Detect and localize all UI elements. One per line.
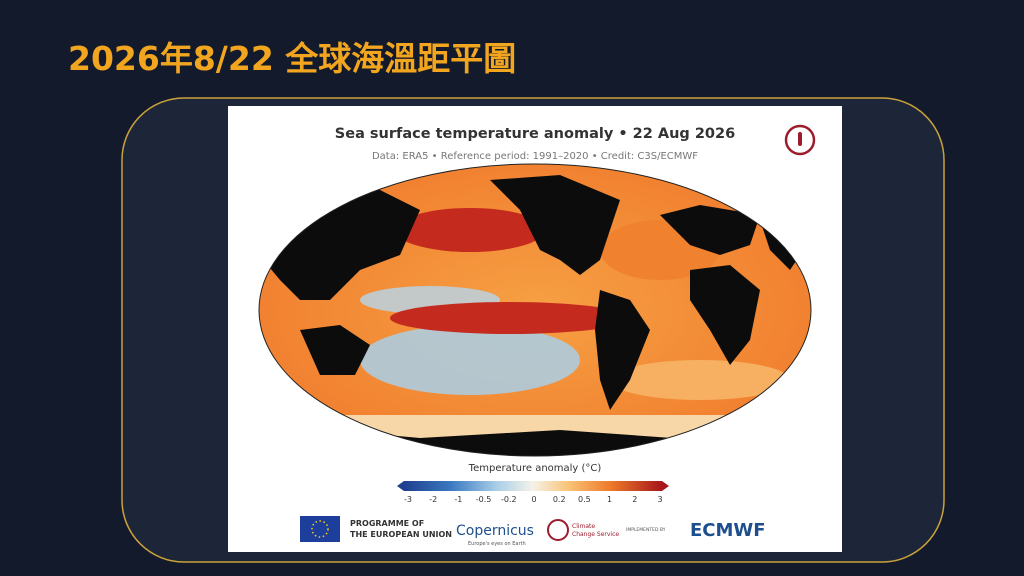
figure-subtitle: Data: ERA5 • Reference period: 1991–2020…	[372, 151, 698, 162]
c3s-text: Climate	[572, 523, 595, 530]
ecmwf-text: ECMWF	[690, 520, 766, 541]
colorbar-tick-label: -1	[454, 495, 462, 504]
copernicus-logo: Copernicus Europe's eyes on Earth	[456, 523, 534, 547]
slide-title: 2026年8/22 全球海溫距平圖	[68, 39, 516, 78]
map-outline	[258, 163, 812, 457]
legend-title: Temperature anomaly (°C)	[468, 463, 602, 474]
c3s-text: Change Service	[572, 531, 619, 538]
colorbar-tick-label: -3	[404, 495, 412, 504]
eu-logo: PROGRAMME OF THE EUROPEAN UNION	[300, 516, 452, 542]
colorbar-tick-label: 1	[607, 495, 612, 504]
colorbar-arrow-high	[662, 481, 669, 491]
colorbar-tick-label: 0.2	[553, 495, 566, 504]
copernicus-text: Copernicus	[456, 523, 534, 539]
colorbar-tick-label: -0.2	[501, 495, 517, 504]
ecmwf-label: IMPLEMENTED BY	[626, 527, 666, 533]
figure-title: Sea surface temperature anomaly • 22 Aug…	[335, 126, 735, 142]
colorbar-tick-label: 0	[531, 495, 536, 504]
colorbar-arrow-low	[397, 481, 404, 491]
colorbar-ticks: -3 -2 -1 -0.5 -0.2 0 0.2 0.5 1 2 3	[404, 495, 663, 504]
colorbar	[404, 481, 662, 491]
eu-text: PROGRAMME OF	[350, 519, 424, 528]
copernicus-tagline: Europe's eyes on Earth	[468, 541, 526, 547]
ecmwf-logo: IMPLEMENTED BY ECMWF	[626, 520, 766, 541]
colorbar-tick-label: 0.5	[578, 495, 591, 504]
colorbar-tick-label: -2	[429, 495, 437, 504]
c3s-logo: Climate Change Service	[547, 519, 619, 541]
colorbar-tick-label: -0.5	[476, 495, 492, 504]
colorbar-tick-label: 3	[657, 495, 662, 504]
c3s-icon	[784, 124, 816, 156]
colorbar-tick-label: 2	[632, 495, 637, 504]
eu-text: THE EUROPEAN UNION	[350, 530, 452, 539]
